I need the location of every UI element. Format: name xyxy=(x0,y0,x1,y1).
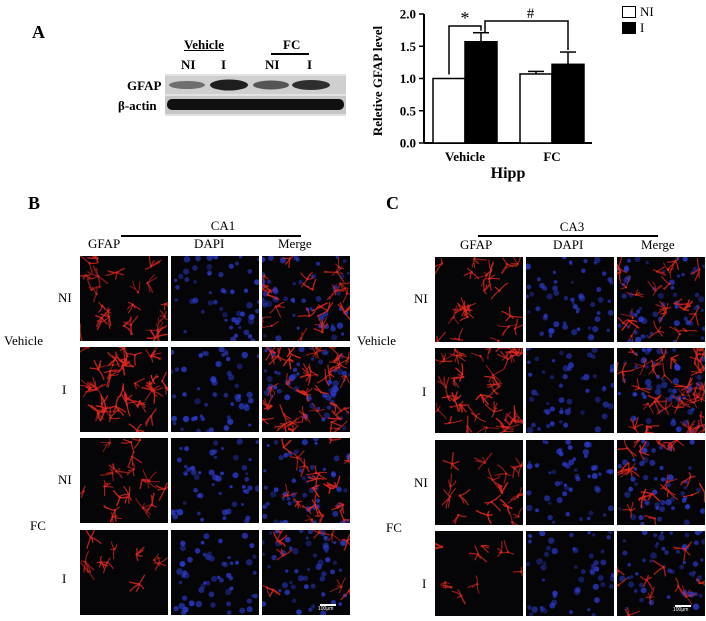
significance-star: * xyxy=(461,8,470,28)
panel-b-region: CA1 xyxy=(210,218,236,233)
blot-group-fc: FC xyxy=(283,37,301,52)
panel-c-micrograph-r3-gfap xyxy=(435,440,523,525)
panel-c-micrograph-r1-merge xyxy=(617,257,705,342)
panel-c-group-fc: FC xyxy=(386,520,402,535)
panel-c-scalebar xyxy=(675,605,691,607)
panel-c-row-i-1: I xyxy=(422,384,427,399)
legend-swatch-i xyxy=(622,22,636,34)
panel-b-scalebar-label: 100μm xyxy=(318,606,334,612)
panel-c-scalebar-label: 100μm xyxy=(673,607,689,613)
panel-b-micrograph-r1-merge xyxy=(262,256,350,341)
blot-lane-1: NI xyxy=(181,57,196,72)
blot-group-fc-rule xyxy=(271,53,309,55)
x-category-label: FC xyxy=(543,149,560,164)
panel-b-row-i-1: I xyxy=(62,382,67,397)
panel-c-micrograph-r4-gfap xyxy=(435,531,523,616)
panel-c-micrograph-r3-dapi xyxy=(526,440,614,525)
blot-group-vehicle: Vehicle xyxy=(184,37,224,52)
panel-c-micrograph-r2-dapi xyxy=(526,348,614,433)
y-tick-label: 2.0 xyxy=(400,7,416,22)
bar-i-vehicle xyxy=(464,40,498,144)
legend-label-ni: NI xyxy=(640,4,654,19)
panel-c-micrograph-r3-merge xyxy=(617,440,705,525)
panel-b-micrograph-r4-gfap xyxy=(80,530,168,615)
panel-c-col-dapi: DAPI xyxy=(553,237,584,252)
panel-label-a: A xyxy=(32,22,45,42)
panel-b-micrograph-r3-merge xyxy=(262,438,350,523)
panel-c-col-merge: Merge xyxy=(641,237,675,252)
chart-xlabel: Hipp xyxy=(491,165,526,182)
panel-b-row-i-2: I xyxy=(62,571,67,586)
panel-b-micrograph-r4-merge xyxy=(262,530,350,615)
bar-ni-vehicle xyxy=(432,77,466,144)
y-tick-label: 0.0 xyxy=(400,136,416,151)
significance-bracket-hash xyxy=(484,20,569,51)
panel-b-micrograph-r2-merge xyxy=(262,347,350,432)
significance-bracket-star xyxy=(448,25,482,75)
panel-c-region: CA3 xyxy=(559,219,585,234)
panel-c-micrograph-r2-gfap xyxy=(435,348,523,433)
panel-b-micrograph-r3-dapi xyxy=(171,438,259,523)
blot-row-actin: β-actin xyxy=(118,98,157,113)
bar-chart: Reletive GFAP level 0.0 0.5 1.0 1.5 2.0 Vehi… xyxy=(368,4,602,184)
panel-b-micrograph-r2-gfap xyxy=(80,347,168,432)
panel-c-region-rule xyxy=(478,235,658,237)
panel-b-col-gfap: GFAP xyxy=(88,236,121,251)
western-blot-image xyxy=(165,74,346,116)
panel-b-row-ni-1: NI xyxy=(58,290,72,305)
blot-lane-4: I xyxy=(307,57,313,72)
chart-annotations: * # xyxy=(448,6,569,75)
panel-b-micrograph-r3-gfap xyxy=(80,438,168,523)
panel-b-region-rule xyxy=(121,235,301,237)
panel-b-micrograph-r1-gfap xyxy=(80,256,168,341)
panel-b-col-merge: Merge xyxy=(278,236,312,251)
y-tick-label: 0.5 xyxy=(400,103,417,118)
panel-label-b: B xyxy=(28,193,41,213)
panel-c-micrograph-r4-dapi xyxy=(526,531,614,616)
panel-b-group-vehicle: Vehicle xyxy=(4,333,43,348)
panel-c-micrograph-r4-merge xyxy=(617,531,705,616)
panel-b-micrograph-r4-dapi xyxy=(171,530,259,615)
legend-swatch-ni xyxy=(622,6,636,18)
blot-lane-2: I xyxy=(221,57,227,72)
y-tick-label: 1.5 xyxy=(400,39,417,54)
panel-c-micrograph-r1-gfap xyxy=(435,257,523,342)
panel-b-row-ni-2: NI xyxy=(58,472,72,487)
x-category-label: Vehicle xyxy=(445,149,485,164)
y-tick-label: 1.0 xyxy=(400,71,416,86)
blot-row-gfap: GFAP xyxy=(127,78,162,93)
panel-b-group-fc: FC xyxy=(30,518,46,533)
panel-c-row-ni-2: NI xyxy=(414,475,428,490)
chart-bars xyxy=(432,31,585,144)
chart-y-axis: 0.0 0.5 1.0 1.5 2.0 xyxy=(400,7,592,151)
panel-b-scalebar xyxy=(320,604,336,606)
bar-chart-svg: Reletive GFAP level 0.0 0.5 1.0 1.5 2.0 Vehi… xyxy=(370,6,592,182)
significance-hash: # xyxy=(527,6,535,22)
panel-c-row-i-2: I xyxy=(422,576,427,591)
bar-i-fc xyxy=(551,63,585,144)
blot-lane-3: NI xyxy=(265,57,280,72)
panel-b-col-dapi: DAPI xyxy=(194,236,225,251)
panel-c-micrograph-r1-dapi xyxy=(526,257,614,342)
panel-c-row-ni-1: NI xyxy=(414,291,428,306)
panel-c-group-vehicle: Vehicle xyxy=(357,333,396,348)
panel-b-micrograph-r1-dapi xyxy=(171,256,259,341)
panel-label-c: C xyxy=(386,193,399,213)
chart-ylabel: Reletive GFAP level xyxy=(370,26,385,137)
bar-ni-fc xyxy=(519,73,553,144)
panel-b-micrograph-r2-dapi xyxy=(171,347,259,432)
chart-x-categories: Vehicle FC xyxy=(445,149,561,164)
chart-legend: NI I xyxy=(622,4,654,36)
legend-label-i: I xyxy=(640,20,645,35)
panel-c-micrograph-r2-merge xyxy=(617,348,705,433)
panel-c-col-gfap: GFAP xyxy=(460,237,493,252)
